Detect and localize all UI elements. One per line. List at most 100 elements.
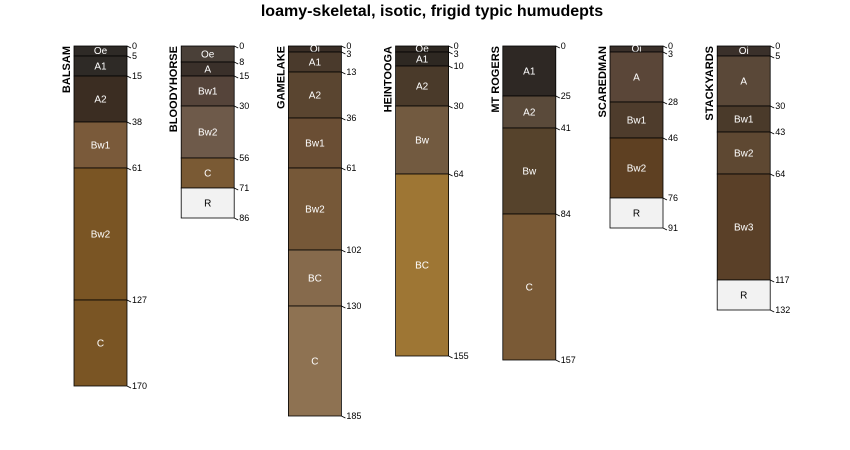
horizon-label: A2 xyxy=(523,108,536,119)
horizon-block xyxy=(502,95,557,129)
depth-tick xyxy=(126,299,132,303)
horizon-block xyxy=(180,75,235,107)
horizon-label: Bw1 xyxy=(198,87,218,98)
depth-label: 0 xyxy=(775,41,780,51)
depth-tick xyxy=(555,45,560,49)
depth-label: 13 xyxy=(346,67,356,77)
depth-label: 91 xyxy=(668,223,678,233)
depth-label: 132 xyxy=(775,305,790,315)
horizon-block xyxy=(287,117,342,169)
horizon-block xyxy=(716,173,771,281)
depth-tick xyxy=(126,167,132,171)
horizon-block xyxy=(395,105,450,175)
depth-label: 0 xyxy=(454,41,459,51)
depth-tick xyxy=(555,95,560,99)
depth-label: 28 xyxy=(668,97,678,107)
horizon-label: A xyxy=(740,77,747,88)
horizon-label: R xyxy=(633,209,640,220)
horizon-block xyxy=(502,213,557,361)
profile-name: SCAREDMAN xyxy=(597,46,609,118)
depth-tick xyxy=(448,173,453,177)
depth-label: 155 xyxy=(454,351,469,361)
profile-name: HEINTOOGA xyxy=(383,46,395,112)
depth-label: 56 xyxy=(239,153,249,163)
depth-tick xyxy=(234,45,239,49)
horizon-block xyxy=(716,55,771,107)
horizon-block xyxy=(287,71,342,119)
depth-tick xyxy=(448,355,453,359)
depth-label: 0 xyxy=(561,41,566,51)
horizon-block xyxy=(180,187,235,219)
soil-profile: BALSAM Oe A1 A2 Bw1 Bw2 C 05 15 38 61 127 170 xyxy=(61,41,147,391)
depth-tick xyxy=(770,173,775,177)
depth-tick xyxy=(770,309,775,313)
horizon-block xyxy=(609,51,664,103)
horizon-block xyxy=(395,173,450,357)
profile-name: STACKYARDS xyxy=(704,46,716,121)
depth-label: 43 xyxy=(775,127,785,137)
horizon-block xyxy=(395,65,450,107)
depth-label: 117 xyxy=(775,275,789,285)
profile-name: MT ROGERS xyxy=(490,46,502,113)
depth-label: 157 xyxy=(561,355,576,365)
depth-tick xyxy=(126,121,132,125)
horizon-label: Oe xyxy=(415,44,429,55)
depth-label: 30 xyxy=(239,101,249,111)
horizon-block xyxy=(287,305,342,417)
horizon-label: A1 xyxy=(309,58,322,69)
depth-tick xyxy=(770,105,775,109)
depth-label: 84 xyxy=(561,209,571,219)
depth-label: 15 xyxy=(132,71,142,81)
depth-tick xyxy=(770,45,775,49)
depth-tick xyxy=(341,51,346,55)
depth-label: 61 xyxy=(346,163,356,173)
horizon-block xyxy=(73,75,128,123)
depth-label: 8 xyxy=(239,57,244,67)
depth-label: 102 xyxy=(346,245,361,255)
horizon-label: A2 xyxy=(416,82,429,93)
horizon-block xyxy=(287,167,342,251)
profile-name: BALSAM xyxy=(61,46,73,93)
soil-profile: GAMELAKE Oi A1 A2 Bw1 Bw2 BC C 03 13 36 61 102 130 185 xyxy=(275,41,361,421)
depth-tick xyxy=(341,45,346,49)
depth-tick xyxy=(662,227,668,231)
horizon-label: Bw2 xyxy=(91,230,111,241)
depth-tick xyxy=(448,45,453,49)
horizon-label: A1 xyxy=(416,55,429,66)
horizon-block xyxy=(73,121,128,169)
depth-label: 30 xyxy=(775,101,785,111)
depth-label: 25 xyxy=(561,91,571,101)
soil-profile: MT ROGERS A1 A2 Bw C 0 25 41 84 157 xyxy=(490,41,576,365)
depth-label: 170 xyxy=(132,381,147,391)
horizon-block xyxy=(609,101,664,139)
horizon-label: Oi xyxy=(739,46,749,57)
depth-tick xyxy=(234,157,239,161)
soil-profile: SCAREDMAN Oi A Bw1 Bw2 R 03 28 46 76 91 xyxy=(597,41,678,233)
depth-tick xyxy=(126,385,132,389)
depth-label: 71 xyxy=(239,183,249,193)
depth-label: 185 xyxy=(346,411,361,421)
horizon-label: Bw xyxy=(415,136,430,147)
horizon-label: BC xyxy=(308,274,322,285)
depth-tick xyxy=(341,249,346,253)
horizon-label: BC xyxy=(415,261,429,272)
horizon-label: Oe xyxy=(201,50,215,61)
depth-tick xyxy=(126,45,132,49)
depth-tick xyxy=(662,137,668,141)
horizon-block xyxy=(716,279,771,311)
depth-tick xyxy=(662,197,668,201)
horizon-block xyxy=(287,249,342,307)
depth-label: 41 xyxy=(561,123,571,133)
depth-tick xyxy=(234,187,239,191)
depth-tick xyxy=(126,75,132,79)
profile-name: BLOODYHORSE xyxy=(168,46,180,132)
horizon-label: Bw2 xyxy=(305,205,325,216)
horizon-label: A2 xyxy=(94,95,107,106)
depth-label: 86 xyxy=(239,213,249,223)
horizon-block xyxy=(609,197,664,229)
depth-tick xyxy=(234,61,239,65)
soil-profile: BLOODYHORSE Oe A Bw1 Bw2 C R 0 8 15 30 56 71 86 xyxy=(168,41,249,223)
horizon-label: Oe xyxy=(94,46,108,57)
depth-tick xyxy=(234,75,239,79)
